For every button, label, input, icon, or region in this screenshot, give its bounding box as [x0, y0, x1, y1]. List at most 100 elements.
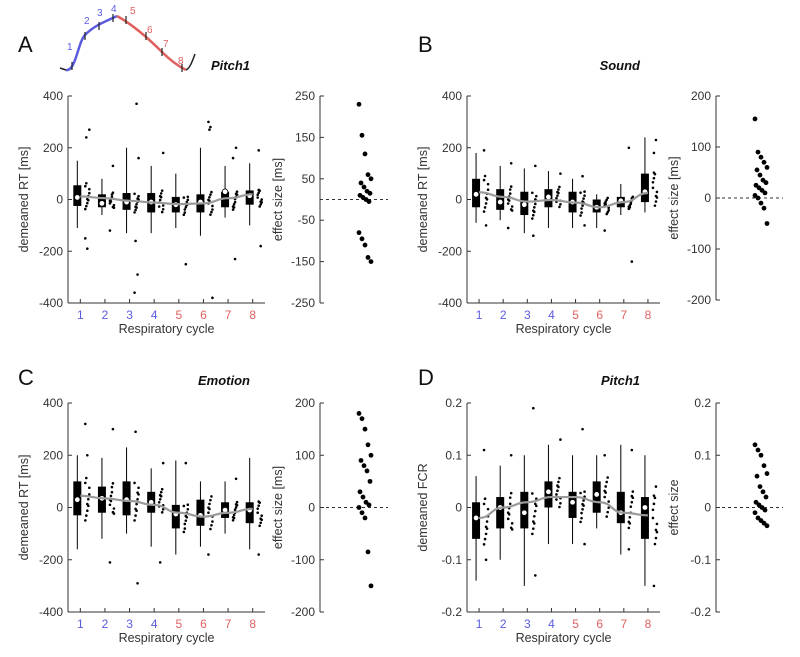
- effect-point: [757, 172, 763, 178]
- x-tick-label: 3: [524, 308, 531, 322]
- data-point: [579, 491, 582, 495]
- data-point: [133, 192, 136, 196]
- data-point: [556, 489, 559, 493]
- data-point: [232, 516, 236, 520]
- schematic-label-7: 7: [163, 39, 169, 50]
- data-point: [532, 234, 535, 238]
- data-point: [85, 514, 88, 517]
- data-point: [652, 502, 656, 506]
- data-point: [583, 190, 586, 193]
- data-point: [111, 164, 115, 168]
- data-point: [184, 519, 188, 522]
- data-point: [581, 508, 584, 511]
- data-point: [112, 507, 116, 510]
- median-marker: [496, 198, 504, 206]
- data-point: [559, 172, 562, 175]
- x-tick-label: 1: [77, 308, 84, 322]
- data-point: [110, 485, 114, 489]
- effect-y-tick-label: -200: [291, 605, 315, 619]
- y-tick-label: 400: [43, 89, 63, 103]
- data-point: [157, 500, 161, 504]
- data-point: [579, 191, 582, 194]
- data-point: [157, 205, 161, 208]
- curve-start: [59, 67, 67, 71]
- data-point: [258, 205, 261, 208]
- data-point: [485, 527, 489, 530]
- data-point: [85, 136, 88, 139]
- x-tick-label: 7: [620, 617, 627, 631]
- box: [616, 491, 625, 524]
- data-point: [87, 504, 90, 508]
- data-point: [483, 497, 487, 500]
- data-point: [84, 519, 87, 522]
- data-point: [579, 520, 582, 524]
- median-marker: [545, 488, 552, 496]
- data-point: [628, 522, 632, 525]
- data-point: [627, 548, 631, 551]
- y-axis-label: demeaned RT [ms]: [17, 147, 31, 253]
- x-tick-label: 2: [102, 308, 109, 322]
- effect-point: [368, 452, 374, 458]
- data-point: [483, 206, 487, 209]
- x-tick-label: 4: [548, 617, 555, 631]
- panel-title: Emotion: [198, 373, 250, 388]
- data-point: [111, 427, 115, 431]
- data-point: [109, 494, 113, 498]
- data-point: [580, 207, 583, 210]
- data-point: [486, 182, 490, 186]
- data-point: [558, 476, 561, 480]
- data-point: [159, 195, 163, 199]
- x-tick-label: 6: [596, 308, 603, 322]
- data-point: [109, 200, 113, 203]
- data-point: [183, 208, 187, 211]
- data-point: [535, 504, 538, 508]
- data-point: [209, 193, 212, 196]
- data-point: [209, 527, 212, 531]
- data-point: [184, 262, 188, 266]
- data-point: [604, 202, 607, 206]
- data-point: [655, 522, 659, 526]
- data-point: [532, 527, 535, 530]
- data-point: [86, 509, 89, 513]
- data-point: [509, 491, 513, 495]
- data-point: [134, 208, 137, 212]
- data-point: [110, 490, 114, 494]
- data-point: [581, 427, 584, 431]
- data-point: [235, 500, 239, 504]
- effect-point: [359, 510, 365, 516]
- data-point: [88, 486, 91, 490]
- data-point: [135, 206, 138, 209]
- data-point: [161, 461, 165, 465]
- data-point: [137, 493, 140, 496]
- data-point: [87, 198, 90, 202]
- effect-y-tick-label: -150: [291, 255, 315, 269]
- data-point: [159, 490, 163, 494]
- data-point: [507, 199, 511, 202]
- data-point: [654, 536, 658, 540]
- data-point: [654, 138, 658, 142]
- schematic-label-4: 4: [111, 4, 117, 15]
- effect-point: [758, 452, 764, 458]
- box: [221, 191, 230, 208]
- effect-point: [365, 549, 371, 555]
- effect-point: [368, 176, 374, 182]
- data-point: [160, 511, 164, 514]
- data-point: [628, 515, 632, 519]
- y-tick-label: 0: [455, 193, 462, 207]
- panel-title: Sound: [600, 58, 641, 73]
- fit-curve: [80, 193, 253, 206]
- effect-point: [755, 195, 761, 201]
- data-point: [580, 516, 583, 520]
- effect-point: [757, 484, 763, 489]
- effect-point: [763, 494, 769, 500]
- data-point: [651, 181, 655, 184]
- data-point: [84, 207, 87, 211]
- panel-D: D Pitch1 -0.2 -0.1 0 0.1 0.2 1 2 3 4 5 6 7 8 Respirator…: [416, 365, 783, 645]
- data-point: [534, 509, 537, 513]
- data-point: [482, 543, 486, 546]
- data-point: [186, 503, 190, 507]
- data-point: [606, 476, 609, 479]
- data-point: [85, 476, 88, 480]
- data-point: [86, 247, 89, 250]
